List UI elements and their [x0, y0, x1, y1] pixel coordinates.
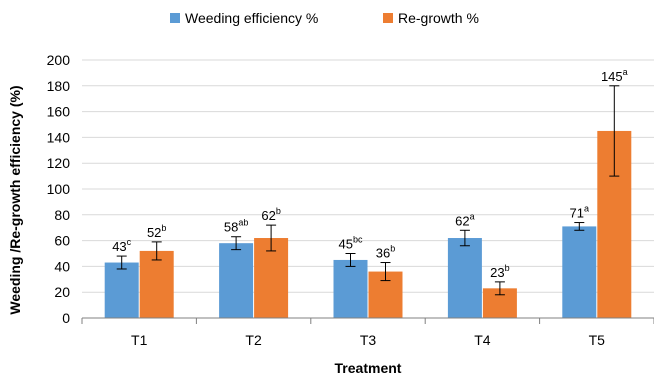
x-tick-label: T2: [245, 332, 262, 348]
y-tick-label: 200: [47, 52, 71, 68]
legend-label: Re-growth %: [398, 10, 479, 26]
data-label: 43c: [112, 237, 131, 254]
legend-label: Weeding efficiency %: [185, 10, 318, 26]
bar: [447, 238, 482, 318]
data-label: 58ab: [224, 218, 248, 235]
y-tick-label: 100: [47, 181, 71, 197]
y-tick-label: 60: [54, 233, 70, 249]
x-tick-label: T3: [360, 332, 377, 348]
bar: [562, 226, 597, 318]
bar: [333, 259, 368, 318]
data-label: 145a: [601, 67, 628, 84]
data-label: 71a: [570, 204, 589, 221]
error-bars: [116, 85, 620, 296]
data-label: 45bc: [339, 235, 363, 252]
bar: [219, 243, 254, 318]
bar: [104, 262, 139, 318]
y-tick-label: 120: [47, 155, 71, 171]
y-axis-ticks: 0 20 40 60 80 100 120 140 160 180 200: [47, 52, 71, 326]
data-label: 62b: [261, 206, 280, 223]
x-tick-label: T1: [131, 332, 148, 348]
legend-swatch: [170, 13, 180, 23]
data-label: 62a: [455, 211, 474, 228]
data-label: 23b: [490, 263, 509, 280]
y-tick-label: 160: [47, 104, 71, 120]
bars: [104, 130, 632, 318]
legend-swatch: [383, 13, 393, 23]
gridlines: [82, 59, 654, 293]
y-axis-title: Weeding /Re-growth efficiency (%): [7, 85, 23, 314]
y-tick-label: 0: [62, 310, 70, 326]
y-tick-label: 40: [54, 258, 70, 274]
y-tick-label: 140: [47, 129, 71, 145]
y-tick-label: 80: [54, 207, 70, 223]
x-tick-label: T4: [474, 332, 491, 348]
x-axis-title: Treatment: [335, 360, 402, 376]
data-label: 52b: [147, 223, 166, 240]
data-labels: 43c 52b 58ab 62b 45bc 36b 62a 23b 71a 145a: [112, 67, 627, 280]
x-tick-label: T5: [589, 332, 606, 348]
y-tick-label: 20: [54, 284, 70, 300]
x-axis: T1 T2 T3 T4 T5: [81, 317, 654, 348]
data-label: 36b: [376, 244, 395, 261]
legend: Weeding efficiency % Re-growth %: [170, 10, 479, 26]
y-tick-label: 180: [47, 78, 71, 94]
bar: [139, 250, 174, 318]
